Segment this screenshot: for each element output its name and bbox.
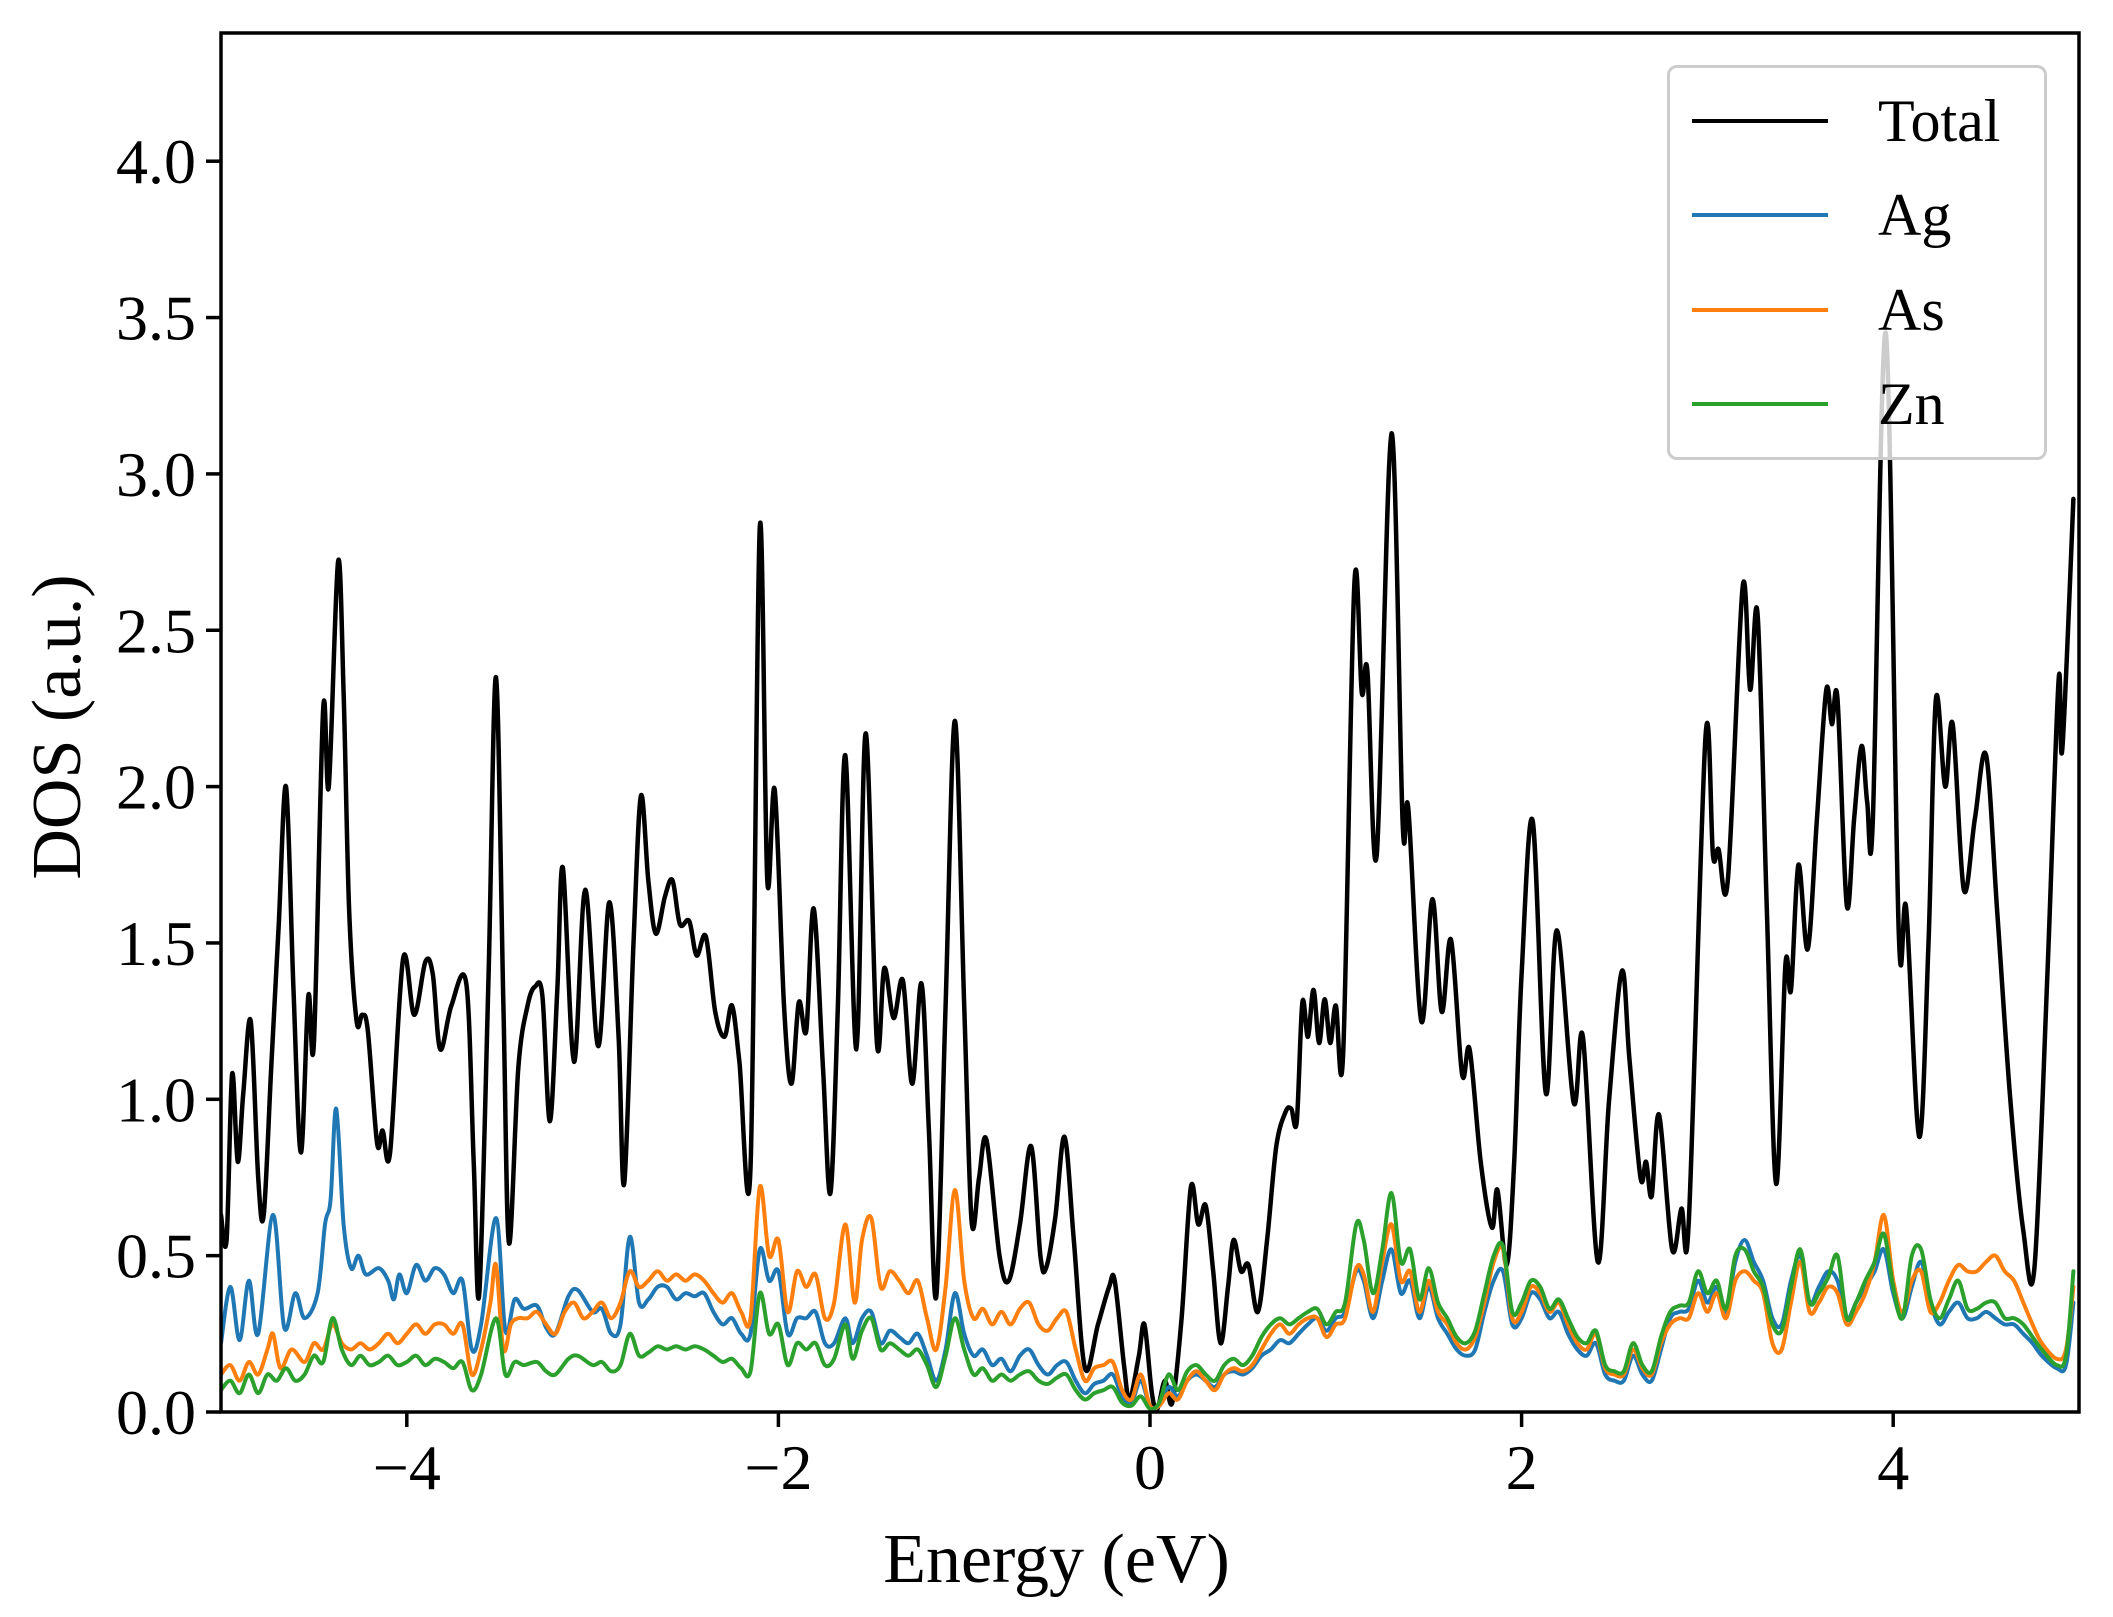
- legend-line-sample-as: [1692, 307, 1828, 312]
- legend-entry-as: As: [1670, 263, 2044, 357]
- y-tick-label: 2.5: [116, 595, 196, 666]
- legend-label-ag: Ag: [1878, 182, 1952, 249]
- y-tick-label: 4.0: [116, 126, 196, 197]
- legend-label-as: As: [1878, 276, 1945, 343]
- legend-entry-total: Total: [1670, 74, 2044, 168]
- legend-line-sample-ag: [1692, 213, 1828, 218]
- legend-entry-ag: Ag: [1670, 168, 2044, 262]
- legend-label-zn: Zn: [1878, 370, 1945, 437]
- y-tick-label: 0.0: [116, 1377, 196, 1448]
- y-tick-label: 1.0: [116, 1064, 196, 1135]
- series-line-total: [221, 330, 2076, 1412]
- x-tick-label: 4: [1877, 1432, 1909, 1503]
- series-line-zn: [221, 1191, 2076, 1412]
- legend-line-sample-zn: [1692, 401, 1828, 406]
- x-tick-label: −4: [373, 1432, 441, 1503]
- y-tick-label: 0.5: [116, 1221, 196, 1292]
- y-tick-label: 2.0: [116, 752, 196, 823]
- legend-box: Total Ag As Zn: [1667, 65, 2047, 460]
- legend-entry-zn: Zn: [1670, 357, 2044, 451]
- series-line-as: [221, 1184, 2076, 1411]
- plot-curves: [221, 330, 2076, 1412]
- x-tick-label: −2: [744, 1432, 812, 1503]
- y-tick-label: 3.0: [116, 439, 196, 510]
- x-axis-label: Energy (eV): [883, 1521, 1230, 1598]
- y-tick-label: 3.5: [116, 283, 196, 354]
- y-tick-label: 1.5: [116, 908, 196, 979]
- y-axis-label: DOS (a.u.): [19, 574, 96, 880]
- x-tick-label: 0: [1134, 1432, 1166, 1503]
- legend-line-sample-total: [1692, 119, 1828, 124]
- x-tick-label: 2: [1506, 1432, 1538, 1503]
- legend-label-total: Total: [1878, 88, 2001, 155]
